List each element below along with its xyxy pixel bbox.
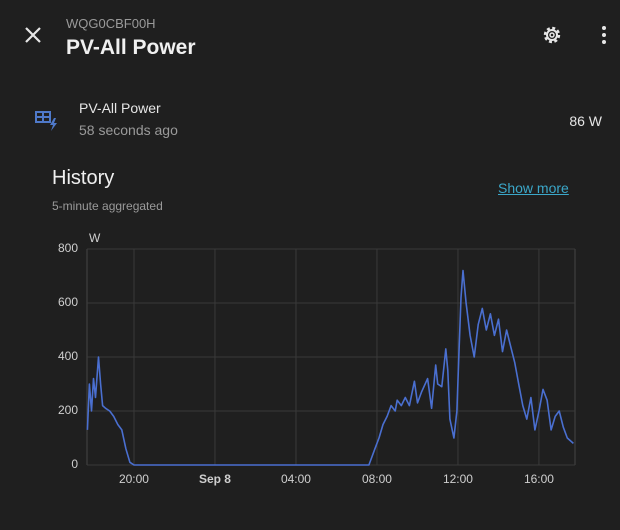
x-tick-label: 08:00: [362, 472, 392, 486]
dialog-title: PV-All Power: [66, 36, 196, 59]
show-more-link[interactable]: Show more: [498, 180, 569, 196]
history-note: 5-minute aggregated: [52, 199, 163, 213]
close-button[interactable]: [22, 24, 44, 46]
menu-button[interactable]: [596, 24, 612, 46]
history-chart: 0 200 400 600 800 20:00 Sep 8 04:00 08:00 12:00 16…: [58, 231, 576, 486]
y-tick-label: 600: [58, 295, 78, 309]
y-tick-label: 0: [71, 457, 78, 471]
history-title: History: [52, 167, 115, 189]
settings-button[interactable]: [540, 23, 564, 47]
y-tick-label: 200: [58, 403, 78, 417]
history-line: [86, 269, 574, 466]
dialog-subtitle: WQG0CBF00H: [66, 16, 156, 31]
y-unit-label: W: [89, 231, 101, 245]
x-tick-label: 12:00: [443, 472, 473, 486]
y-tick-label: 800: [58, 241, 78, 255]
x-tick-label: 04:00: [281, 472, 311, 486]
entity-icon: [35, 111, 57, 131]
entity-state: 86 W: [569, 113, 602, 129]
x-tick-label: 16:00: [524, 472, 554, 486]
entity-last-changed: 58 seconds ago: [79, 122, 178, 138]
x-tick-label: 20:00: [119, 472, 149, 486]
x-tick-label: Sep 8: [199, 472, 231, 486]
entity-name: PV-All Power: [79, 100, 161, 116]
y-tick-label: 400: [58, 349, 78, 363]
